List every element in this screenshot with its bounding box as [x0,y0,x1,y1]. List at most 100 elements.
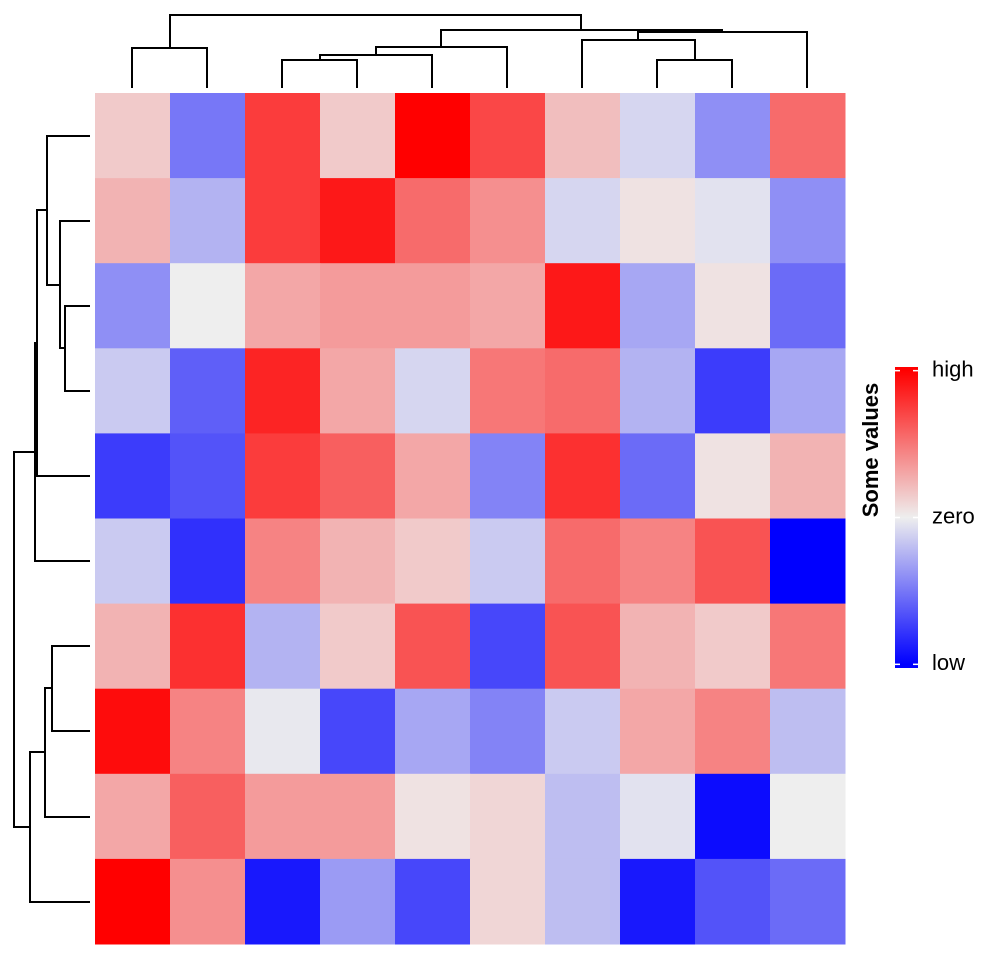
heatmap-cell [395,688,471,775]
heatmap-cell [545,433,621,519]
heatmap-cell [695,773,771,860]
heatmap-cell [170,688,246,775]
heatmap-cell [545,773,621,860]
heatmap-cell [170,348,246,434]
heatmap-cell [95,688,171,775]
heatmap-cell [395,603,471,690]
heatmap-cell [395,93,471,179]
legend-tick-label: zero [932,503,975,528]
heatmap-cell [320,518,396,605]
heatmap-cell [95,773,171,860]
heatmap-cell [320,178,396,264]
heatmap-cell [545,178,621,264]
heatmap-cell [545,93,621,179]
heatmap-cell [545,688,621,775]
heatmap-cell [95,518,171,605]
heatmap-cell [320,263,396,349]
heatmap-cell [395,858,471,945]
heatmap-cell [545,858,621,945]
heatmap-cell [470,858,546,945]
heatmap-cell [95,433,171,519]
heatmap-cell [95,93,171,179]
heatmap-cell [770,433,846,519]
heatmap-cell [395,433,471,519]
heatmap-cell [170,263,246,349]
heatmap-cell [695,263,771,349]
heatmap-cell [545,518,621,605]
heatmap-cell [620,263,696,349]
heatmap-cell [170,178,246,264]
heatmap-cell [695,93,771,179]
heatmap-cell [695,178,771,264]
heatmap-cell [395,263,471,349]
column-dendrogram [131,14,808,88]
heatmap-cell [395,773,471,860]
heatmap-cell [620,688,696,775]
heatmap-cell [470,518,546,605]
heatmap-cell [695,518,771,605]
heatmap-cell [95,858,171,945]
heatmap-cell [170,518,246,605]
heatmap-cell [470,178,546,264]
heatmap-cell [770,178,846,264]
legend-title: Some values [858,383,883,518]
heatmap-cell [245,348,321,434]
heatmap-cell [395,348,471,434]
heatmap-cell [245,93,321,179]
heatmap-cell [470,263,546,349]
heatmap-cell [245,178,321,264]
heatmap-cell [470,603,546,690]
legend-tick-label: high [932,356,974,381]
heatmap-cell [395,178,471,264]
heatmap-cell [245,858,321,945]
heatmap-cell [695,858,771,945]
heatmap-cell [770,858,846,945]
heatmap-cell [770,603,846,690]
heatmap-cell [620,518,696,605]
heatmap-cell [620,93,696,179]
heatmap-cell [620,178,696,264]
heatmap-cell [545,603,621,690]
heatmap-cell [245,263,321,349]
heatmap-cell [320,858,396,945]
heatmap-cell [245,433,321,519]
heatmap-cell [620,603,696,690]
heatmap-cell [470,773,546,860]
heatmap-cell [320,688,396,775]
heatmap-cell [320,348,396,434]
row-dendrogram [13,135,90,903]
heatmap-cell [320,603,396,690]
heatmap-cell [470,93,546,179]
heatmap-cell [770,93,846,179]
heatmap-cell [695,348,771,434]
heatmap-cell [395,518,471,605]
heatmap-cell [545,263,621,349]
heatmap-cell [320,773,396,860]
heatmap-cell [320,433,396,519]
heatmap-cell [470,688,546,775]
heatmap-cell [620,348,696,434]
heatmap-cell [245,773,321,860]
heatmap-cell [695,688,771,775]
heatmap-cell [620,773,696,860]
heatmap-cell [245,518,321,605]
heatmap-cell [470,433,546,519]
heatmap-cell [545,348,621,434]
heatmap-cell [170,433,246,519]
heatmap-cell [95,348,171,434]
heatmap-cell [770,688,846,775]
heatmap-cell [770,518,846,605]
heatmap-cell [770,773,846,860]
heatmap-cell [95,603,171,690]
heatmap-cell [620,858,696,945]
legend-colorbar [895,367,918,668]
heatmap-cell [170,93,246,179]
heatmap-cell [170,603,246,690]
legend-tick-label: low [932,650,965,675]
heatmap-cell [695,603,771,690]
heatmap-cell [170,773,246,860]
heatmap-cell [95,263,171,349]
heatmap-cell [170,858,246,945]
heatmap-cell [620,433,696,519]
